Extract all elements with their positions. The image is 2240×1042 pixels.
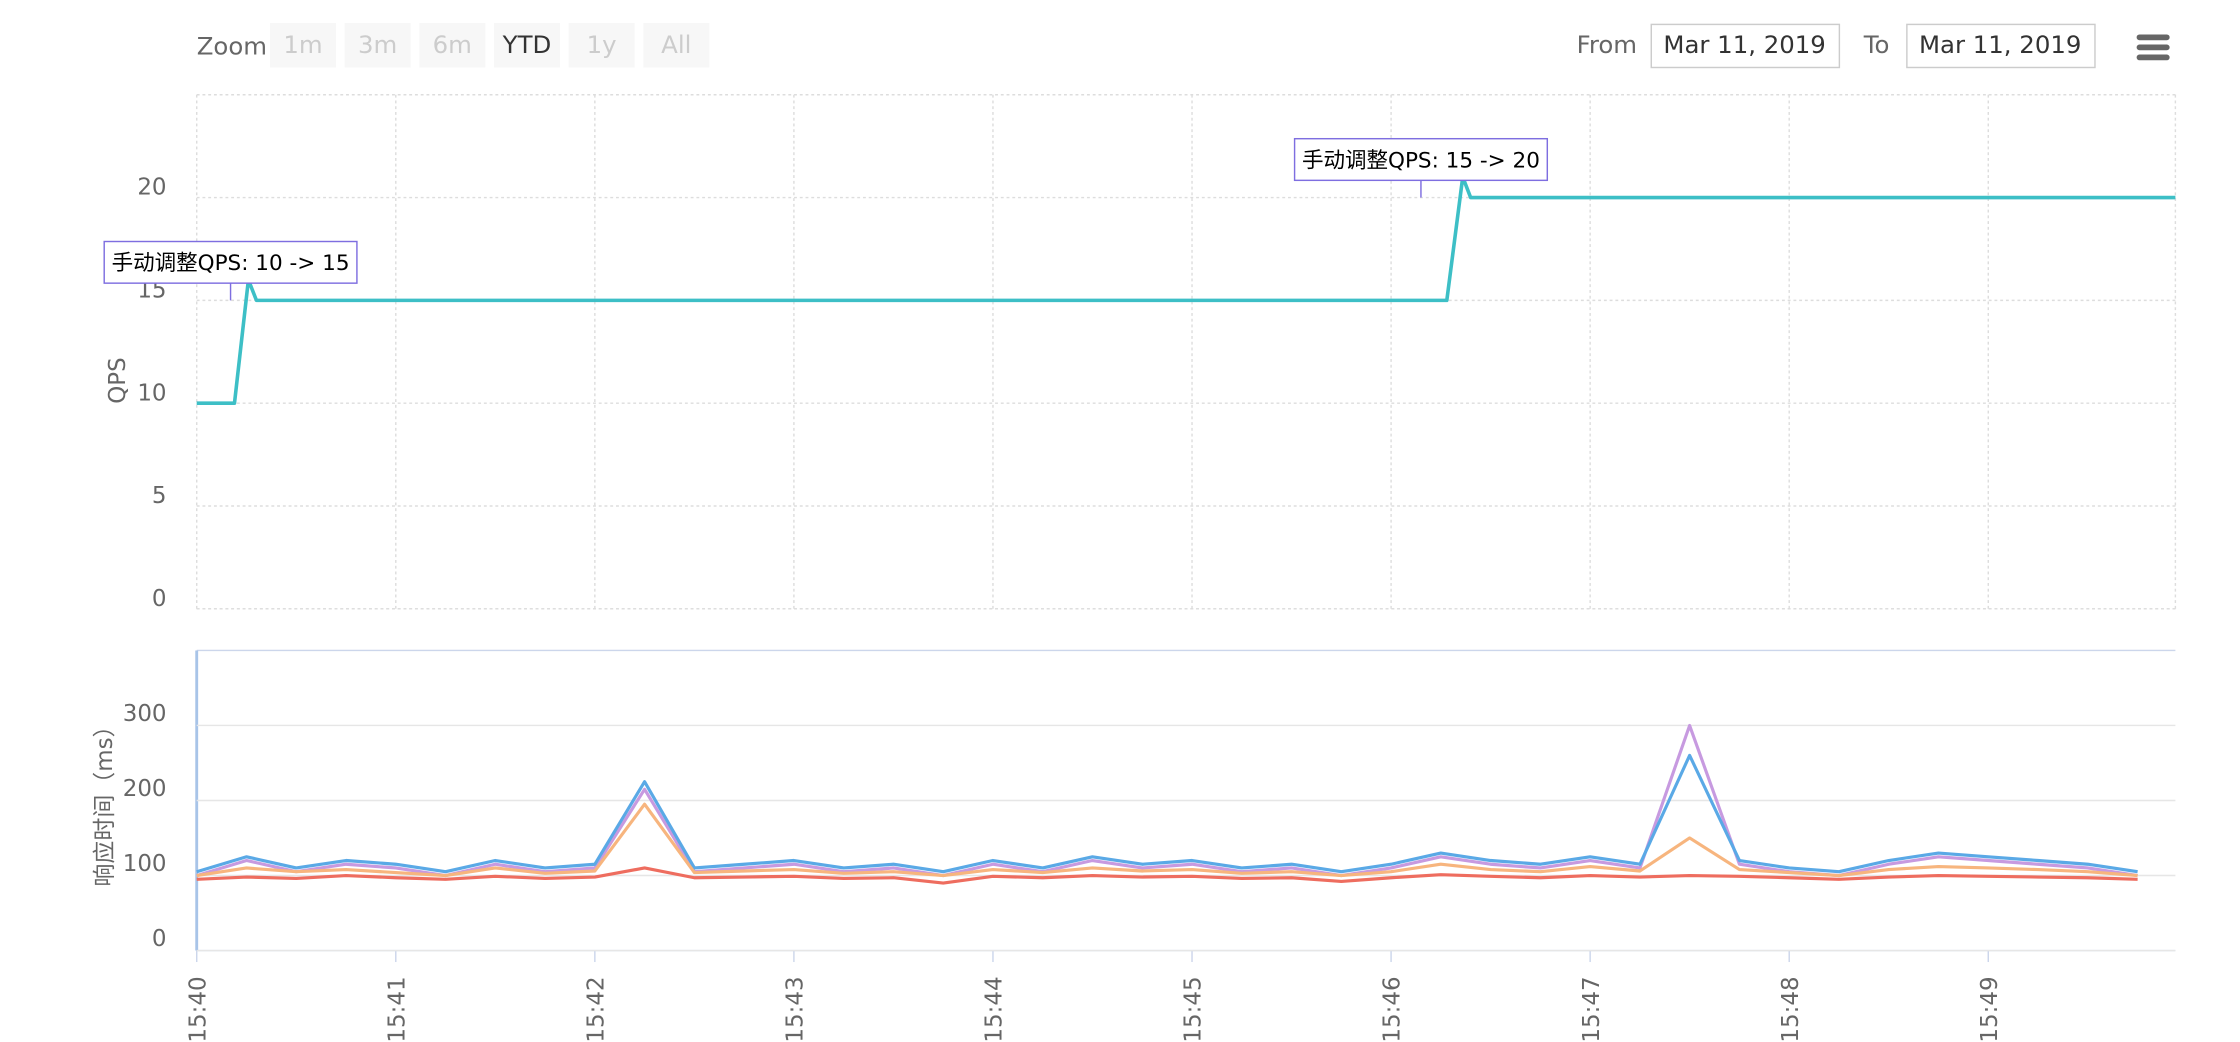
series-line [196, 175, 2176, 405]
to-value[interactable]: Mar 11, 2019 [1919, 30, 2081, 59]
zoom-button[interactable] [643, 22, 710, 68]
y-tick-label: 5 [152, 483, 167, 509]
x-tick-label: 15:46 [1380, 976, 1406, 1042]
annotation-label: 手动调整QPS: 10 -> 15 [112, 251, 350, 276]
series-line [196, 802, 2138, 878]
x-tick-label: 15:41 [384, 976, 410, 1042]
series-line [196, 753, 2138, 874]
zoom-button-label[interactable]: 1y [587, 30, 617, 59]
zoom-button[interactable] [493, 22, 560, 68]
x-tick-label: 15:45 [1181, 976, 1207, 1042]
to-input[interactable] [1906, 23, 2096, 69]
y-axis-title: 响应时间（ms） [92, 714, 118, 886]
y-tick-label: 100 [123, 851, 167, 877]
zoom-button[interactable] [269, 22, 336, 68]
zoom-button-label[interactable]: All [661, 30, 691, 59]
y-tick-label: 20 [137, 175, 166, 201]
x-tick-label: 15:43 [783, 976, 809, 1042]
y-tick-label: 10 [137, 380, 166, 406]
zoom-button[interactable] [419, 22, 486, 68]
y-tick-label: 300 [123, 701, 167, 727]
from-input[interactable] [1650, 23, 1841, 69]
y-tick-label: 200 [123, 776, 167, 802]
from-value[interactable]: Mar 11, 2019 [1663, 30, 1825, 59]
annotation-label: 手动调整QPS: 15 -> 20 [1302, 148, 1540, 173]
x-tick-label: 15:44 [982, 976, 1008, 1042]
x-tick-label: 15:42 [583, 976, 609, 1042]
x-tick-label: 15:48 [1778, 976, 1804, 1042]
x-tick-label: 15:49 [1977, 976, 2003, 1042]
menu-bar [2136, 34, 2170, 41]
annotation-box [103, 240, 358, 284]
zoom-button-label[interactable]: 3m [358, 30, 397, 59]
zoom-button-label[interactable]: 1m [283, 30, 322, 59]
y-tick-label: 0 [152, 926, 167, 952]
zoom-label: Zoom [197, 32, 267, 61]
menu-bar [2136, 54, 2170, 61]
x-tick-label: 15:40 [185, 976, 211, 1042]
zoom-button-label[interactable]: YTD [502, 30, 552, 59]
annotation-box [1293, 137, 1549, 182]
menu-button[interactable] [2136, 34, 2170, 61]
zoom-button[interactable] [568, 22, 635, 68]
y-axis-title: QPS [105, 357, 131, 404]
zoom-button[interactable] [344, 22, 411, 68]
to-label: To [1863, 30, 1890, 59]
x-tick-label: 15:47 [1579, 976, 1605, 1042]
y-tick-label: 0 [152, 586, 167, 612]
zoom-button-label[interactable]: 6m [433, 30, 472, 59]
from-label: From [1577, 30, 1637, 59]
series-line [196, 866, 2138, 885]
menu-bar [2136, 44, 2170, 51]
